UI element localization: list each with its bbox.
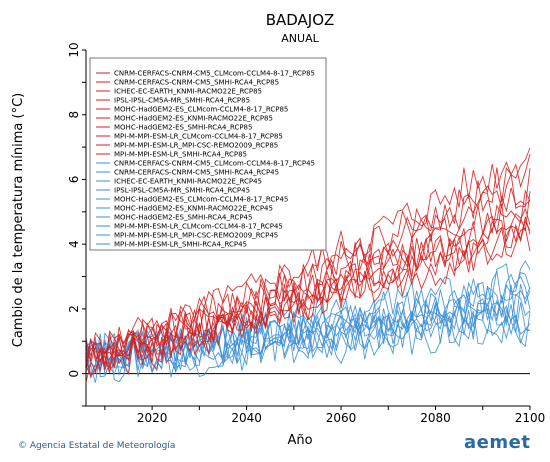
legend-box (89, 57, 327, 251)
series-line-9 (85, 207, 531, 369)
chart-subtitle: ANUAL (281, 32, 319, 45)
legend-label-18: MPI-M-MPI-ESM-LR_CLMcom-CCLM4-8-17_RCP45 (114, 223, 283, 231)
legend-label-5: MOHC-HadGEM2-ES_CLMcom-CCLM4-8-17_RCP85 (114, 106, 288, 114)
legend-label-7: MOHC-HadGEM2-ES_SMHI-RCA4_RCP85 (114, 124, 252, 132)
y-axis-label: Cambio de la temperatura mínima (°C) (11, 93, 26, 347)
legend-label-9: MPI-M-MPI-ESM-LR_MPI-CSC-REMO2009_RCP85 (114, 142, 278, 150)
y-tick-label: 0 (67, 370, 81, 378)
legend-label-3: ICHEC-EC-EARTH_KNMI-RACMO22E_RCP85 (114, 88, 262, 96)
legend-label-10: MPI-M-MPI-ESM-LR_SMHI-RCA4_RCP85 (114, 151, 247, 159)
legend-label-12: CNRM-CERFACS-CNRM-CM5_SMHI-RCA4_RCP45 (114, 169, 279, 177)
series-line-17 (85, 283, 531, 379)
legend-label-2: CNRM-CERFACS-CNRM-CM5_SMHI-RCA4_RCP85 (114, 79, 279, 87)
y-tick-label: 10 (67, 42, 81, 57)
legend-label-19: MPI-M-MPI-ESM-LR_MPI-CSC-REMO2009_RCP45 (114, 232, 278, 240)
series-line-10 (85, 226, 531, 383)
x-axis-label: Año (287, 433, 312, 448)
legend-label-1: CNRM-CERFACS-CNRM-CM5_CLMcom-CCLM4-8-17_… (114, 70, 315, 78)
legend-label-11: CNRM-CERFACS-CNRM-CM5_CLMcom-CCLM4-8-17_… (114, 160, 315, 168)
chart-title: BADAJOZ (266, 11, 335, 29)
legend-label-6: MOHC-HadGEM2-ES_KNMI-RACMO22E_RCP85 (114, 115, 273, 123)
legend-label-14: IPSL-IPSL-CM5A-MR_SMHI-RCA4_RCP45 (114, 187, 250, 195)
legend-label-8: MPI-M-MPI-ESM-LR_CLMcom-CCLM4-8-17_RCP85 (114, 133, 283, 141)
legend-label-15: MOHC-HadGEM2-ES_CLMcom-CCLM4-8-17_RCP45 (114, 196, 288, 204)
y-tick-label: 6 (67, 176, 81, 184)
legend-label-4: IPSL-IPSL-CM5A-MR_SMHI-RCA4_RCP85 (114, 97, 250, 105)
y-tick-label: 2 (67, 305, 81, 313)
aemet-logo: aemet (464, 432, 531, 453)
agency-credit: © Agencia Estatal de Meteorología (18, 441, 176, 451)
x-tick-label: 2040 (231, 411, 262, 425)
x-tick-label: 2100 (515, 411, 546, 425)
x-tick-label: 2020 (137, 411, 168, 425)
x-tick-label: 2080 (420, 411, 451, 425)
x-tick-label: 2060 (326, 411, 357, 425)
series-line-6 (85, 187, 531, 374)
series-line-20 (85, 308, 531, 383)
legend-label-16: MOHC-HadGEM2-ES_KNMI-RACMO22E_RCP45 (114, 205, 273, 213)
legend-label-13: ICHEC-EC-EARTH_KNMI-RACMO22E_RCP45 (114, 178, 262, 186)
legend-label-17: MOHC-HadGEM2-ES_SMHI-RCA4_RCP45 (114, 214, 252, 222)
series-line-1 (85, 168, 531, 366)
legend-label-20: MPI-M-MPI-ESM-LR_SMHI-RCA4_RCP45 (114, 241, 247, 249)
y-tick-label: 8 (67, 111, 81, 119)
series-line-16 (85, 275, 531, 372)
y-tick-label: 4 (67, 240, 81, 248)
